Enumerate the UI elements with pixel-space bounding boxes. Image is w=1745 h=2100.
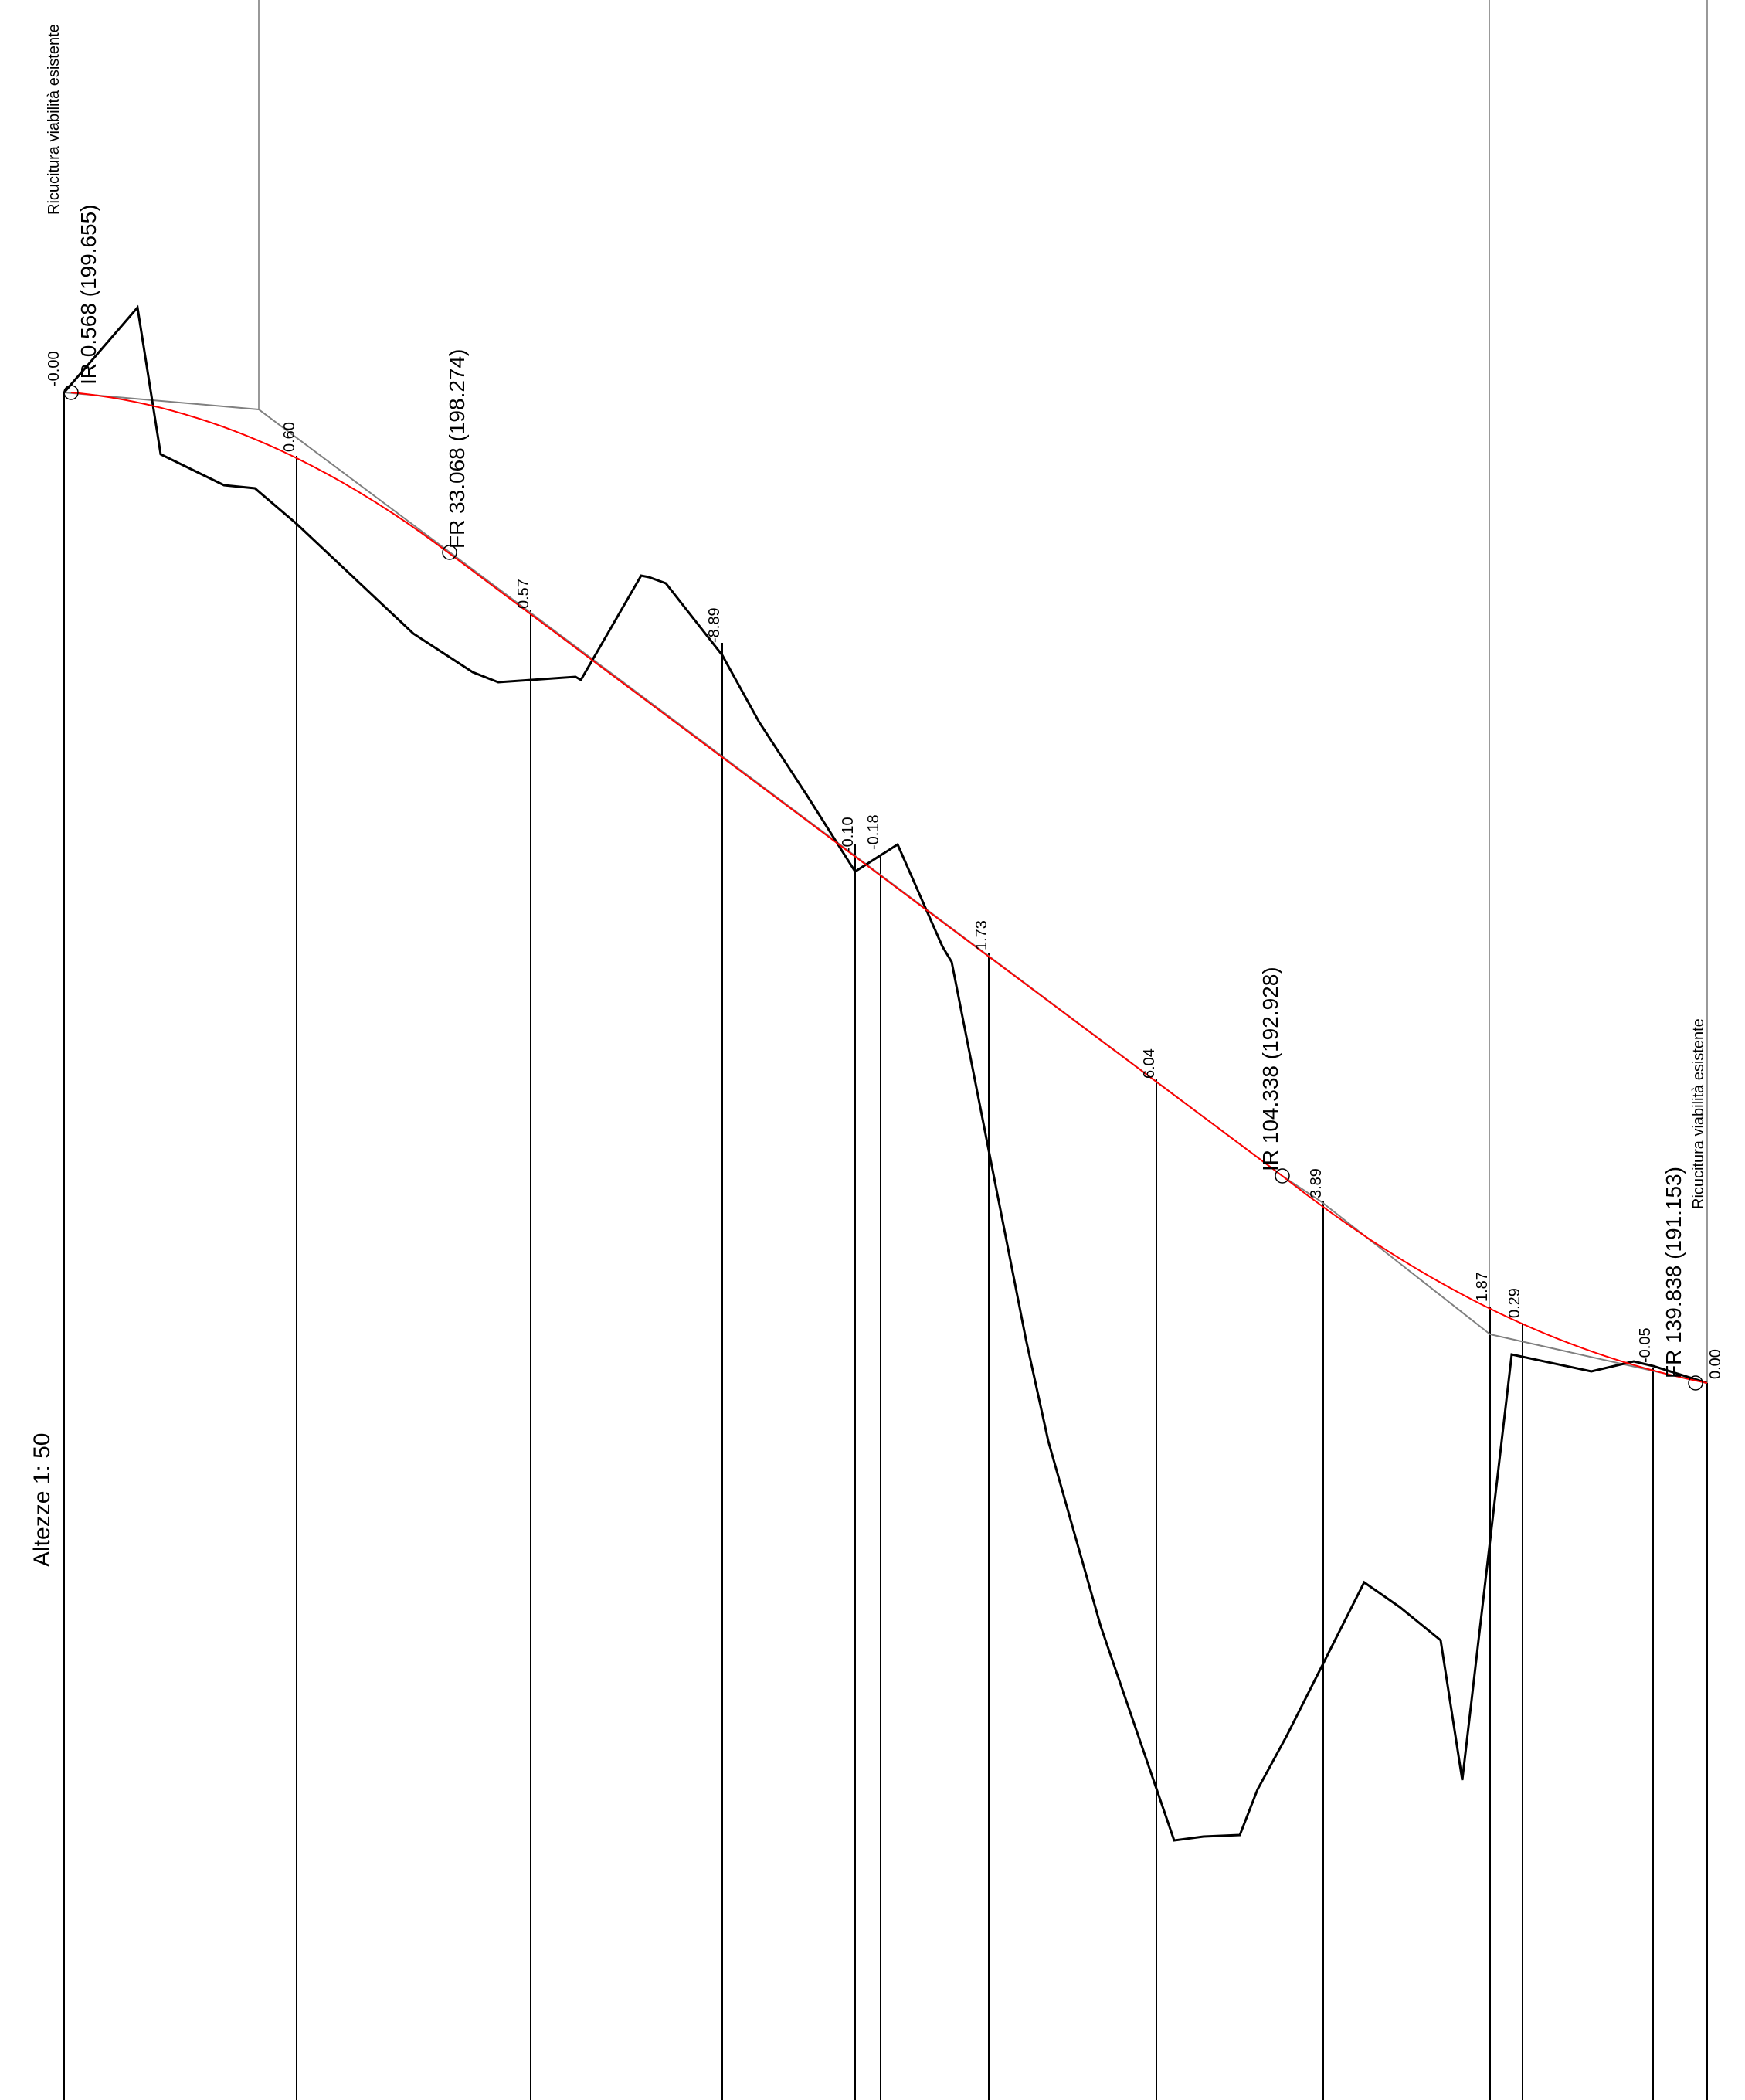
curve-point-label: IR 0.568 (199.655) bbox=[76, 205, 100, 386]
tangent-polygon bbox=[63, 392, 1708, 1384]
cut-fill-labels: -0.00 0.60 0.57 -8.89 -0.10 -0.18 1.73 6… bbox=[46, 351, 1724, 1379]
cut-fill-label: 0.29 bbox=[1506, 1288, 1523, 1318]
cut-fill-label: 3.89 bbox=[1308, 1168, 1325, 1198]
cut-fill-label: 1.73 bbox=[973, 920, 990, 950]
curve-point-marker bbox=[1275, 1168, 1290, 1184]
curve-point-marker bbox=[1688, 1375, 1703, 1391]
curve-point-labels: IR 0.568 (199.655) FR 33.068 (198.274) I… bbox=[76, 205, 1686, 1379]
curve-point-markers bbox=[63, 385, 1703, 1391]
design-profile bbox=[70, 392, 1708, 1384]
cut-fill-label: 0.00 bbox=[1707, 1349, 1724, 1379]
cut-fill-label: 1.87 bbox=[1474, 1272, 1491, 1302]
cut-fill-label: 6.04 bbox=[1141, 1048, 1158, 1079]
reference-lines bbox=[258, 0, 1708, 1383]
curve-point-marker bbox=[442, 545, 457, 560]
endpoint-label-end: Ricucitura viabilità esistente bbox=[1690, 1018, 1707, 1209]
cut-fill-label: -0.00 bbox=[46, 351, 63, 386]
cut-fill-label: 0.57 bbox=[515, 579, 532, 609]
cut-fill-label: 0.60 bbox=[281, 422, 298, 452]
endpoint-label-start: Ricucitura viabilità esistente bbox=[46, 24, 63, 215]
cut-fill-label: -8.89 bbox=[706, 607, 723, 643]
curve-point-label: FR 139.838 (191.153) bbox=[1662, 1167, 1686, 1378]
cut-fill-label: -0.18 bbox=[865, 814, 882, 850]
cut-fill-label: -0.05 bbox=[1637, 1327, 1654, 1363]
curve-point-label: FR 33.068 (198.274) bbox=[445, 349, 469, 549]
cut-fill-label: -0.10 bbox=[840, 817, 857, 852]
terrain-profile bbox=[63, 304, 1708, 1842]
station-lines bbox=[63, 392, 1708, 2100]
height-scale-label: Altezze 1: 50 bbox=[29, 1433, 55, 1567]
curve-point-label: IR 104.338 (192.928) bbox=[1258, 967, 1282, 1171]
curve-point-marker bbox=[63, 385, 79, 400]
